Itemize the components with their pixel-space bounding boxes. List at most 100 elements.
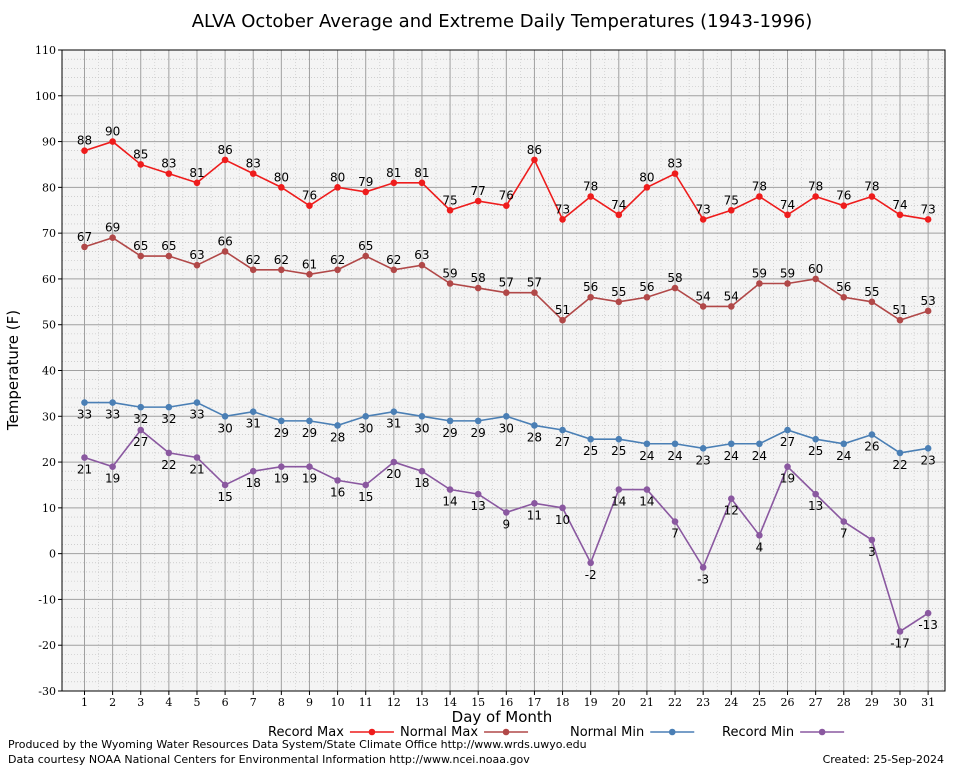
data-point: [249, 266, 257, 274]
x-tick-label: 29: [865, 696, 879, 709]
data-point: [924, 307, 932, 315]
data-label: 27: [133, 435, 148, 449]
data-label: 29: [302, 426, 317, 440]
data-label: 24: [752, 449, 767, 463]
data-point: [334, 422, 341, 429]
data-point: [727, 206, 735, 214]
data-label: 58: [667, 271, 682, 285]
data-point: [784, 211, 791, 219]
series-normal-max: 67 69 65 65 63 66 62 62 61 62 65 62 63 59 58 57 57 51 56 55…: [77, 221, 936, 324]
data-point: [334, 184, 341, 191]
data-label: 55: [864, 285, 879, 299]
x-tick-label: 31: [921, 696, 935, 709]
data-point: [418, 412, 426, 420]
data-label: 25: [808, 444, 823, 458]
x-tick-label: 17: [527, 696, 541, 709]
data-point: [334, 477, 341, 484]
x-tick-label: 4: [165, 696, 172, 709]
data-label: 76: [499, 189, 514, 203]
y-tick-label: 20: [42, 456, 56, 469]
data-label: 78: [864, 180, 879, 194]
data-point: [109, 399, 116, 406]
data-point: [474, 490, 482, 498]
data-label: 85: [133, 147, 148, 161]
data-label: 19: [274, 472, 289, 486]
x-tick-label: 19: [584, 696, 598, 709]
x-tick-label: 13: [415, 696, 429, 709]
data-label: 33: [105, 408, 120, 422]
x-tick-label: 1: [81, 696, 88, 709]
x-tick-label: 10: [331, 696, 345, 709]
x-tick-label: 16: [499, 696, 513, 709]
data-point: [503, 412, 510, 420]
data-label: 4: [756, 540, 764, 554]
data-label: 23: [696, 453, 711, 467]
x-tick-label: 12: [387, 696, 401, 709]
data-label: 77: [471, 184, 486, 198]
x-tick-label: 3: [137, 696, 144, 709]
data-point: [671, 284, 679, 292]
data-label: 66: [217, 234, 232, 248]
data-point: [531, 499, 538, 507]
data-point: [643, 184, 651, 191]
data-label: 73: [920, 202, 935, 216]
y-tick-label: 40: [42, 365, 56, 378]
data-point: [474, 284, 482, 292]
data-label: 16: [330, 485, 345, 499]
data-point: [137, 426, 145, 434]
data-point: [587, 435, 594, 443]
data-label: -17: [890, 636, 910, 650]
x-tick-label: 14: [443, 696, 457, 709]
data-label: 20: [386, 467, 401, 481]
data-point: [474, 197, 482, 205]
data-label: 81: [189, 166, 204, 180]
data-point: [278, 463, 285, 470]
data-label: 31: [246, 417, 261, 431]
data-point: [868, 298, 876, 306]
data-point: [278, 417, 285, 425]
data-point: [812, 490, 819, 498]
data-label: 62: [330, 253, 345, 267]
data-label: 59: [780, 267, 795, 281]
x-tick-label: 21: [640, 696, 654, 709]
data-point: [446, 280, 454, 287]
data-label: 19: [105, 472, 120, 486]
data-point: [221, 248, 229, 255]
data-label: 90: [105, 125, 120, 139]
x-tick-label: 22: [668, 696, 682, 709]
data-point: [418, 261, 426, 269]
data-label: 53: [920, 294, 935, 308]
data-point: [643, 486, 651, 493]
data-label: 24: [724, 449, 739, 463]
data-point: [924, 445, 932, 452]
data-label: 14: [639, 495, 654, 509]
data-point: [868, 193, 876, 200]
data-label: -3: [697, 572, 709, 586]
data-point: [559, 316, 566, 324]
data-label: 14: [442, 495, 457, 509]
data-point: [306, 271, 313, 278]
data-point: [559, 426, 566, 434]
data-point: [812, 435, 819, 443]
x-tick-label: 9: [306, 696, 313, 709]
data-label: 86: [527, 143, 542, 157]
data-label: 57: [499, 276, 514, 290]
data-point: [896, 316, 904, 324]
data-label: 27: [780, 435, 795, 449]
data-label: 56: [836, 280, 851, 294]
y-axis-label: Temperature (F): [4, 310, 22, 431]
data-label: 76: [836, 189, 851, 203]
data-label: -2: [585, 568, 597, 582]
data-point: [503, 509, 510, 516]
data-label: 78: [583, 180, 598, 194]
data-label: 60: [808, 262, 823, 276]
data-point: [587, 193, 594, 200]
y-tick-label: 10: [42, 502, 56, 515]
data-label: 86: [217, 143, 232, 157]
x-tick-label: 2: [109, 696, 116, 709]
data-label: 19: [780, 472, 795, 486]
chart-title: ALVA October Average and Extreme Daily T…: [192, 11, 813, 32]
y-tick-label: 110: [35, 44, 56, 57]
data-point: [671, 170, 679, 177]
data-point: [756, 532, 763, 539]
